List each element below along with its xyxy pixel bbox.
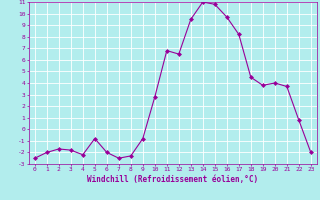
X-axis label: Windchill (Refroidissement éolien,°C): Windchill (Refroidissement éolien,°C) xyxy=(87,175,258,184)
